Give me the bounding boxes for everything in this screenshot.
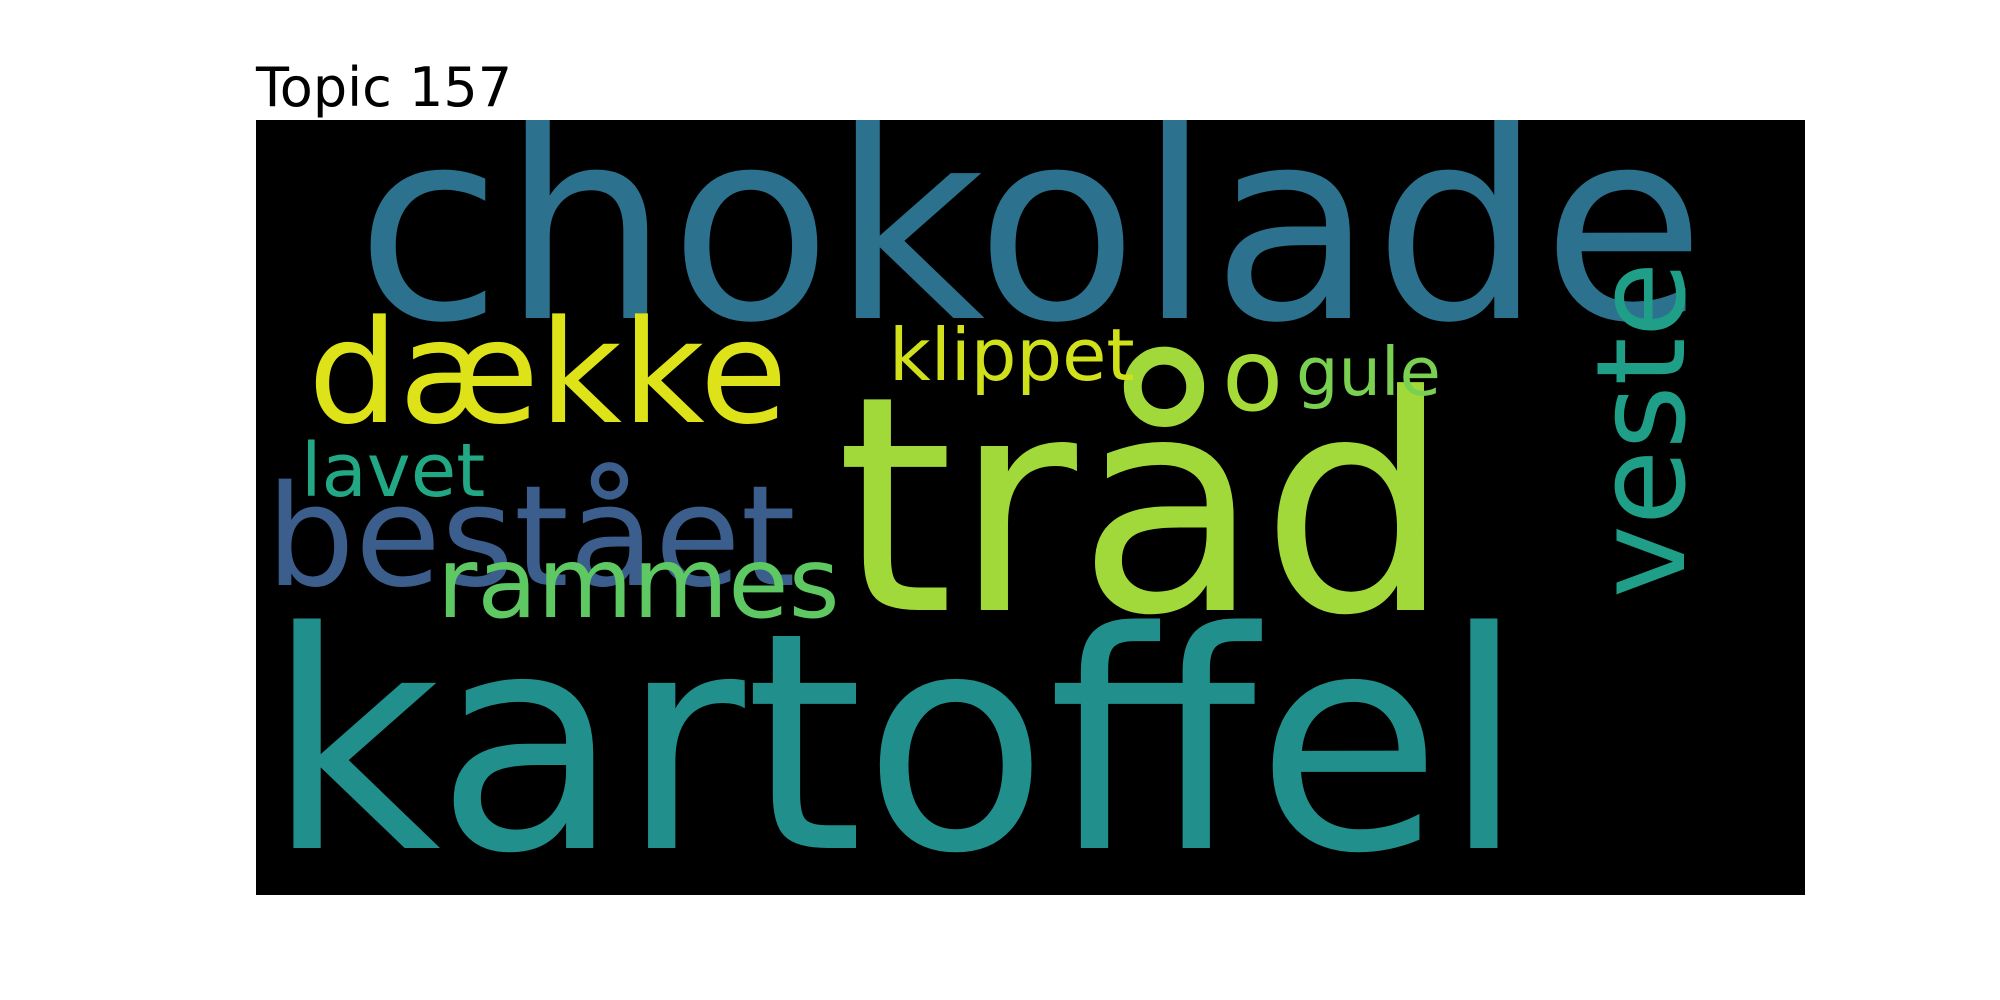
word-5: dække [308, 289, 788, 456]
word-11: lavet [301, 428, 485, 514]
word-4: veste [1571, 262, 1714, 598]
word-2: kartoffel [266, 569, 1526, 895]
word-6: bestået [266, 456, 796, 619]
word-1: tråd [836, 332, 1451, 681]
word-cloud-panel: tråd kartoffel chokolade veste dække bestået o… [256, 120, 1805, 895]
word-9: klippet [889, 313, 1135, 397]
word-10: gule [1296, 333, 1441, 411]
word-7: o [1222, 317, 1283, 434]
word-3: chokolade [356, 120, 1705, 381]
word-8: rammes [437, 527, 840, 641]
chart-title: Topic 157 [256, 56, 513, 119]
